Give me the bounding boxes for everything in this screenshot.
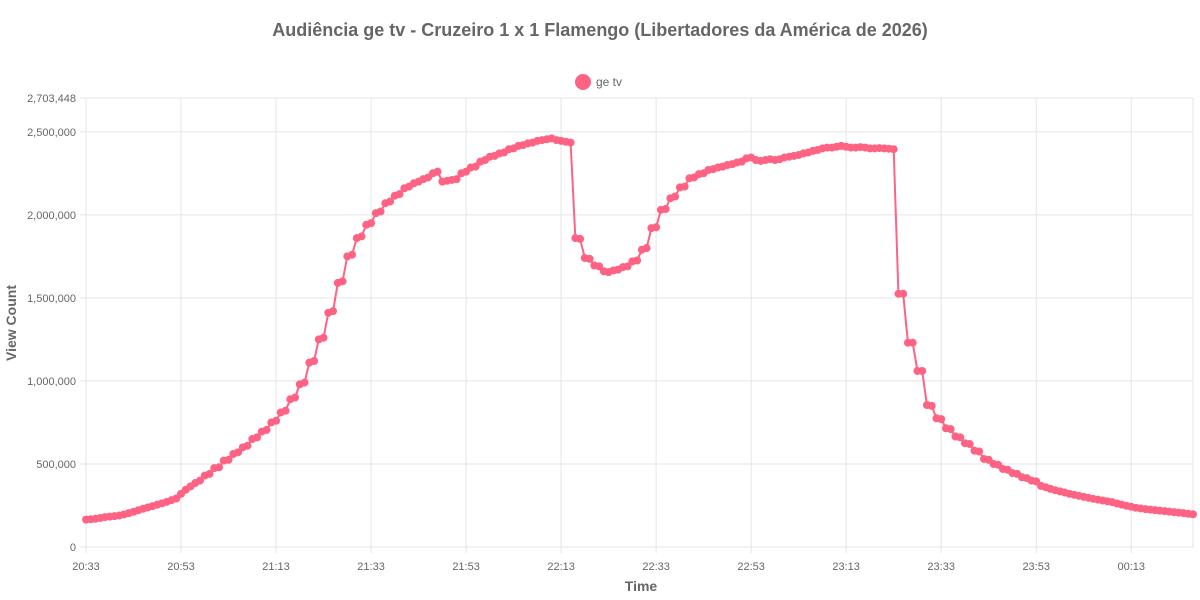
y-tick-label: 500,000 [36, 459, 76, 471]
y-tick-label: 2,500,000 [27, 127, 76, 139]
data-point[interactable] [918, 366, 927, 375]
x-tick-label: 23:53 [1022, 561, 1050, 573]
x-tick-label: 22:33 [642, 561, 670, 573]
x-tick-label: 23:33 [927, 561, 955, 573]
data-point[interactable] [566, 138, 575, 147]
data-point[interactable] [652, 223, 661, 232]
x-tick-label: 23:13 [832, 561, 860, 573]
data-point[interactable] [376, 207, 385, 216]
data-point[interactable] [329, 307, 338, 316]
x-tick-label: 20:53 [167, 561, 195, 573]
data-point[interactable] [234, 448, 243, 457]
data-point[interactable] [357, 232, 366, 241]
data-point[interactable] [281, 406, 290, 415]
data-point[interactable] [680, 182, 689, 191]
data-point[interactable] [576, 234, 585, 243]
grid [80, 97, 1194, 553]
y-tick-label: 2,000,000 [27, 210, 76, 222]
y-axis: 0 500,000 1,000,000 1,500,000 2,000,000 2,500… [27, 93, 76, 554]
data-point[interactable] [433, 167, 442, 176]
x-tick-label: 00:13 [1117, 561, 1145, 573]
x-tick-label: 20:33 [72, 561, 100, 573]
y-tick-label: 2,703,448 [27, 93, 76, 105]
data-point[interactable] [623, 262, 632, 271]
data-point[interactable] [471, 162, 480, 171]
data-point[interactable] [671, 192, 680, 201]
data-point[interactable] [585, 254, 594, 263]
data-point[interactable] [937, 415, 946, 424]
legend-marker [575, 74, 591, 90]
data-point[interactable] [595, 262, 604, 271]
x-tick-label: 22:13 [547, 561, 575, 573]
data-point[interactable] [908, 338, 917, 347]
data-point[interactable] [956, 433, 965, 442]
data-point[interactable] [633, 256, 642, 265]
data-point[interactable] [946, 425, 955, 434]
y-tick-label: 1,000,000 [27, 376, 76, 388]
legend-label: ge tv [596, 75, 622, 89]
x-tick-label: 21:13 [262, 561, 290, 573]
data-point[interactable] [196, 476, 205, 485]
data-point[interactable] [243, 441, 252, 450]
x-axis: 20:33 20:53 21:13 21:33 21:53 22:13 22:33 22:53… [72, 561, 1145, 573]
data-point[interactable] [889, 145, 898, 154]
data-point[interactable] [215, 463, 224, 472]
data-point[interactable] [367, 219, 376, 228]
x-tick-label: 21:33 [357, 561, 385, 573]
data-point[interactable] [253, 433, 262, 442]
x-tick-label: 21:53 [452, 561, 480, 573]
series-line [85, 137, 1194, 521]
data-point[interactable] [310, 356, 319, 365]
data-point[interactable] [224, 455, 233, 464]
data-point[interactable] [291, 393, 300, 402]
data-point[interactable] [300, 378, 309, 387]
data-point[interactable] [386, 197, 395, 206]
y-axis-title: View Count [3, 285, 19, 361]
x-axis-title: Time [625, 578, 658, 594]
chart-title: Audiência ge tv - Cruzeiro 1 x 1 Flameng… [272, 20, 928, 40]
x-tick-label: 22:53 [737, 561, 765, 573]
data-point[interactable] [642, 244, 651, 253]
data-point[interactable] [338, 277, 347, 286]
data-point[interactable] [1189, 510, 1197, 519]
data-point[interactable] [319, 333, 328, 342]
data-point[interactable] [395, 190, 404, 199]
data-point[interactable] [262, 425, 271, 434]
series-ge-tv [82, 134, 1197, 524]
data-point[interactable] [965, 440, 974, 449]
data-point[interactable] [899, 289, 908, 298]
data-point[interactable] [272, 416, 281, 425]
y-tick-label: 1,500,000 [27, 293, 76, 305]
data-point[interactable] [975, 447, 984, 456]
y-tick-label: 0 [70, 542, 76, 554]
legend[interactable]: ge tv [575, 74, 622, 90]
data-point[interactable] [205, 469, 214, 478]
data-point[interactable] [348, 250, 357, 259]
data-point[interactable] [661, 205, 670, 214]
data-point[interactable] [452, 175, 461, 184]
data-point[interactable] [927, 401, 936, 410]
